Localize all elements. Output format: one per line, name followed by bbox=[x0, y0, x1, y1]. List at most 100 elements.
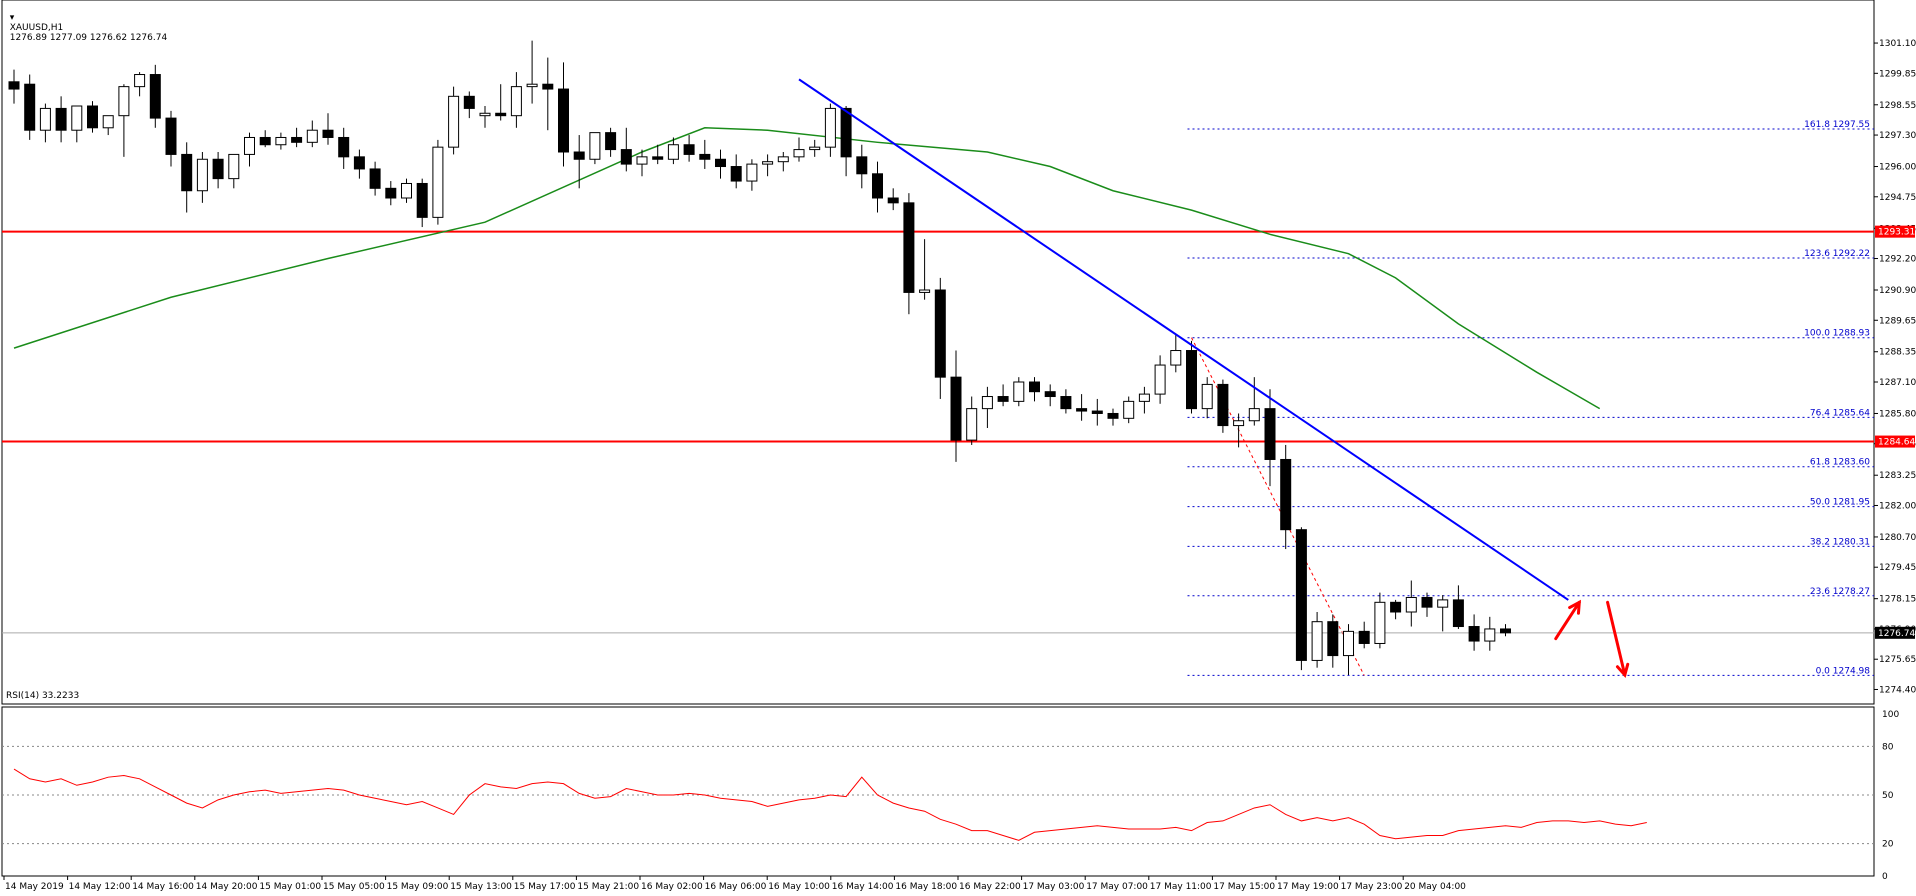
candle-body-25 bbox=[401, 182, 412, 199]
candle-body-27 bbox=[432, 146, 444, 218]
rsi-tick-label-0: 100 bbox=[1882, 710, 1899, 720]
symbol-label: XAUUSD,H1 bbox=[9, 23, 64, 33]
candle-body-72 bbox=[1138, 393, 1150, 402]
time-label-13: 16 May 14:00 bbox=[832, 882, 894, 892]
candle-body-82 bbox=[1295, 529, 1307, 661]
arrow-shaft-1 bbox=[1606, 600, 1627, 677]
candle-body-70 bbox=[1107, 412, 1119, 419]
candle-body-51 bbox=[809, 146, 821, 151]
arrow-head-0 bbox=[1568, 599, 1581, 615]
candle-body-90 bbox=[1421, 596, 1433, 608]
price-tick-label-14: 1283.25 bbox=[1879, 471, 1916, 481]
candle-body-28 bbox=[448, 95, 460, 148]
fib-label-5: 50.0 1281.95 bbox=[1810, 498, 1870, 508]
candle-body-55 bbox=[872, 173, 883, 199]
candle-body-75 bbox=[1186, 350, 1197, 410]
candle-body-45 bbox=[715, 158, 726, 168]
horizontal-line-label-0: 1293.31 bbox=[1878, 228, 1915, 238]
candle-body-26 bbox=[416, 182, 428, 218]
price-tick-label-8: 1290.90 bbox=[1879, 286, 1916, 296]
fib-label-6: 38.2 1280.31 bbox=[1810, 537, 1870, 547]
candle-body-8 bbox=[134, 74, 146, 88]
fib-label-7: 23.6 1278.27 bbox=[1810, 587, 1870, 597]
candle-body-39 bbox=[620, 149, 632, 165]
candle-body-3 bbox=[55, 107, 67, 131]
candle-body-62 bbox=[981, 396, 993, 410]
price-tick-label-4: 1296.00 bbox=[1879, 163, 1916, 173]
candle-body-76 bbox=[1201, 383, 1213, 410]
price-tick-label-3: 1297.30 bbox=[1879, 131, 1916, 141]
candle-body-16 bbox=[259, 136, 271, 146]
time-label-11: 16 May 06:00 bbox=[705, 882, 767, 892]
candle-body-35 bbox=[558, 88, 569, 153]
fib-label-1: 123.6 1292.22 bbox=[1804, 249, 1870, 259]
candle-body-54 bbox=[856, 156, 868, 175]
candle-body-87 bbox=[1374, 601, 1386, 644]
time-label-14: 16 May 18:00 bbox=[895, 882, 957, 892]
candle-body-44 bbox=[699, 153, 711, 160]
horizontal-line-label-1: 1284.64 bbox=[1878, 438, 1915, 448]
time-label-18: 17 May 11:00 bbox=[1150, 882, 1212, 892]
candle-body-15 bbox=[244, 136, 255, 155]
arrow-shaft-0 bbox=[1554, 600, 1581, 641]
price-tick-label-11: 1287.10 bbox=[1879, 378, 1916, 388]
candle-body-37 bbox=[589, 132, 601, 160]
candle-body-77 bbox=[1217, 383, 1229, 427]
price-tick-label-2: 1298.55 bbox=[1879, 101, 1916, 111]
candle-body-49 bbox=[777, 156, 789, 163]
bid-tag bbox=[1875, 626, 1915, 639]
candle-body-56 bbox=[887, 197, 899, 204]
fib-label-4: 61.8 1283.60 bbox=[1810, 458, 1870, 468]
time-label-19: 17 May 15:00 bbox=[1213, 882, 1275, 892]
candle-body-21 bbox=[338, 136, 350, 158]
candle-body-89 bbox=[1405, 596, 1417, 613]
moving-average-line bbox=[13, 127, 1601, 410]
price-tick-label-1: 1299.85 bbox=[1879, 69, 1916, 79]
candle-body-93 bbox=[1468, 626, 1480, 642]
time-label-17: 17 May 07:00 bbox=[1086, 882, 1148, 892]
time-label-15: 16 May 22:00 bbox=[959, 882, 1021, 892]
price-tick-label-15: 1282.00 bbox=[1879, 501, 1916, 511]
chart-header: ▾ XAUUSD,H1 1276.89 1277.09 1276.62 1276… bbox=[4, 3, 167, 43]
candle-body-81 bbox=[1280, 458, 1292, 531]
candle-body-4 bbox=[71, 105, 83, 131]
candle-body-30 bbox=[479, 112, 491, 117]
candle-body-50 bbox=[793, 149, 805, 158]
time-label-7: 15 May 13:00 bbox=[450, 882, 512, 892]
candle-body-42 bbox=[667, 144, 679, 160]
candle-body-41 bbox=[652, 156, 664, 160]
trendline bbox=[798, 78, 1569, 601]
candle-body-86 bbox=[1358, 630, 1370, 644]
candle-body-65 bbox=[1029, 381, 1040, 393]
candle-body-14 bbox=[228, 153, 240, 180]
candle-body-2 bbox=[39, 107, 51, 131]
ohlc-values: 1276.89 1277.09 1276.62 1276.74 bbox=[9, 33, 168, 43]
price-tick-label-16: 1280.70 bbox=[1879, 533, 1916, 543]
price-tick-label-9: 1289.65 bbox=[1879, 316, 1916, 326]
time-label-0: 14 May 2019 bbox=[5, 882, 64, 892]
candle-body-47 bbox=[746, 163, 758, 182]
dropdown-triangle-icon[interactable]: ▾ bbox=[9, 13, 15, 23]
candle-body-60 bbox=[950, 376, 962, 441]
candle-body-63 bbox=[997, 396, 1009, 402]
horizontal-line-tag-1 bbox=[1875, 435, 1915, 448]
candle-body-32 bbox=[510, 86, 522, 117]
candle-body-78 bbox=[1233, 420, 1245, 427]
rsi-header: RSI(14) 33.2233 bbox=[6, 691, 80, 701]
candle-body-29 bbox=[463, 95, 475, 109]
candle-body-7 bbox=[118, 86, 130, 117]
rsi-tick-label-1: 80 bbox=[1882, 742, 1894, 752]
candle-body-66 bbox=[1044, 391, 1056, 398]
price-tick-label-0: 1301.10 bbox=[1879, 39, 1916, 49]
rsi-line bbox=[13, 768, 1647, 841]
candle-body-71 bbox=[1123, 400, 1135, 419]
candle-body-74 bbox=[1170, 350, 1182, 366]
candle-body-18 bbox=[291, 136, 303, 143]
price-tick-label-17: 1279.45 bbox=[1879, 563, 1916, 573]
rsi-tick-label-3: 20 bbox=[1882, 840, 1894, 850]
price-tick-label-21: 1274.40 bbox=[1879, 685, 1916, 695]
candle-body-57 bbox=[903, 202, 915, 293]
time-label-21: 17 May 23:00 bbox=[1341, 882, 1403, 892]
time-label-2: 14 May 16:00 bbox=[132, 882, 194, 892]
